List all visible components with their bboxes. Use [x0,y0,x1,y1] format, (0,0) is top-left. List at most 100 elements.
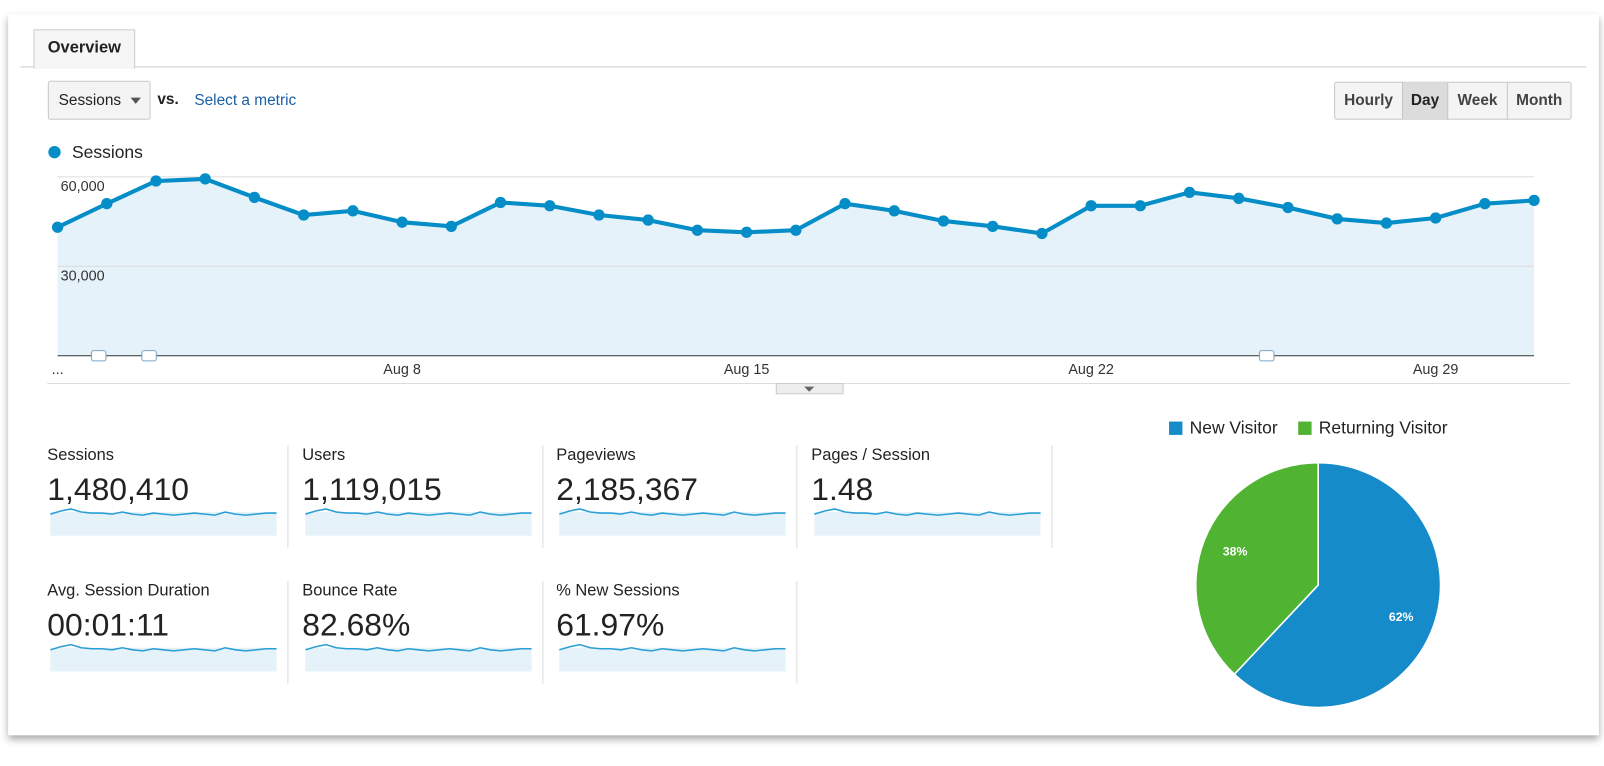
point [839,198,851,210]
metric-value: 1.48 [811,471,873,507]
point [298,209,310,221]
metric-value: 61.97% [556,607,664,643]
point [494,196,507,209]
metric-value: 1,119,015 [302,471,441,507]
x-tick-label: ... [52,362,64,378]
point [642,214,654,226]
sparkline [50,508,277,536]
point [1479,198,1491,210]
metric-label: Users [302,446,345,464]
point [1331,213,1343,225]
point [248,191,261,204]
button[interactable]: Week [1458,92,1498,109]
annotations [91,350,1275,362]
sparkline [50,643,277,672]
y-tick-label: 60,000 [61,179,105,195]
point [1134,200,1146,212]
sparkline-area [50,647,277,672]
x-tick-label: Aug 22 [1068,362,1114,378]
point [199,173,211,185]
pie-chart: New Visitor Returning Visitor 62% 38% [1169,417,1448,709]
metric-label: Sessions [47,446,114,464]
metric-value: 1,480,410 [47,471,189,507]
sparkline-line [814,508,1041,516]
metric-label: Pages / Session [811,446,930,464]
legend-label: Sessions [72,142,143,162]
point [987,220,999,233]
point [51,221,64,233]
button[interactable]: Hourly [1344,92,1393,109]
metric-label: Avg. Session Duration [47,582,209,600]
metric-dropdown[interactable] [47,80,151,120]
tab-label: Overview [48,39,121,57]
point [1085,200,1097,212]
sparkline [814,508,1041,536]
legend-marker [1169,421,1183,435]
line-chart: Sessions 30,000 60,000... Aug 8 Aug 15 Aug 22… [48,142,1540,378]
sparkline [559,643,786,672]
area [57,178,1535,356]
annotation-icon[interactable] [91,350,107,362]
sparkline-line [305,508,532,516]
tab[interactable] [33,29,136,69]
point [1380,217,1393,229]
annotation-icon[interactable] [141,350,157,362]
active-button-bg [1402,82,1448,120]
legend-label: New Visitor [1190,417,1278,437]
sparkline-area [50,512,277,536]
button-group [1334,81,1572,120]
sparkline-line [305,643,532,652]
collapse-arrow [804,386,815,392]
select-metric-link[interactable]: Select a metric [194,92,296,109]
point [937,215,950,227]
sparkline-line [50,508,277,516]
sparkline [305,508,532,536]
sparkline [559,508,786,536]
point [740,226,753,238]
sparkline-area [559,647,786,672]
point [1429,212,1442,224]
annotation-icon[interactable] [1259,350,1275,362]
metric-dropdown-label: Sessions [59,92,122,109]
legend-label: Returning Visitor [1319,417,1448,437]
metric-value: 00:01:11 [47,607,169,643]
x-tick-label: Aug 15 [724,362,770,378]
y-tick-label: 30,000 [61,268,105,284]
point [1282,201,1294,214]
metric-value: 2,185,367 [556,471,698,507]
vs-label: vs. [157,91,178,108]
metric-label: Pageviews [556,446,636,464]
point [347,205,359,217]
legend-marker [48,146,61,159]
metric-label: % New Sessions [556,582,679,600]
sparkline-line [559,643,786,652]
point [593,209,605,221]
point [691,224,704,236]
point [888,205,900,217]
point [150,175,162,187]
sparkline-area [814,512,1041,536]
metric-label: Bounce Rate [302,582,397,600]
x-tick-label: Aug 29 [1413,362,1459,378]
legend-marker [1298,421,1312,435]
sparkline [305,643,532,672]
pie-slice [1195,461,1319,676]
point [790,224,802,236]
point [1036,227,1048,240]
tab-join [34,61,134,69]
point [101,198,113,210]
point [445,220,457,233]
metric-value: 82.68% [302,607,410,643]
button[interactable]: Month [1516,92,1562,109]
pie-slice [1233,461,1442,709]
sparkline-area [559,512,786,536]
button[interactable]: Day [1411,92,1440,109]
sparkline-area [305,512,532,536]
pie-label: 38% [1223,544,1248,558]
point [1183,186,1196,199]
point [544,200,556,212]
pie-label: 62% [1389,610,1414,624]
point [1233,192,1245,204]
sparkline-line [50,643,277,652]
